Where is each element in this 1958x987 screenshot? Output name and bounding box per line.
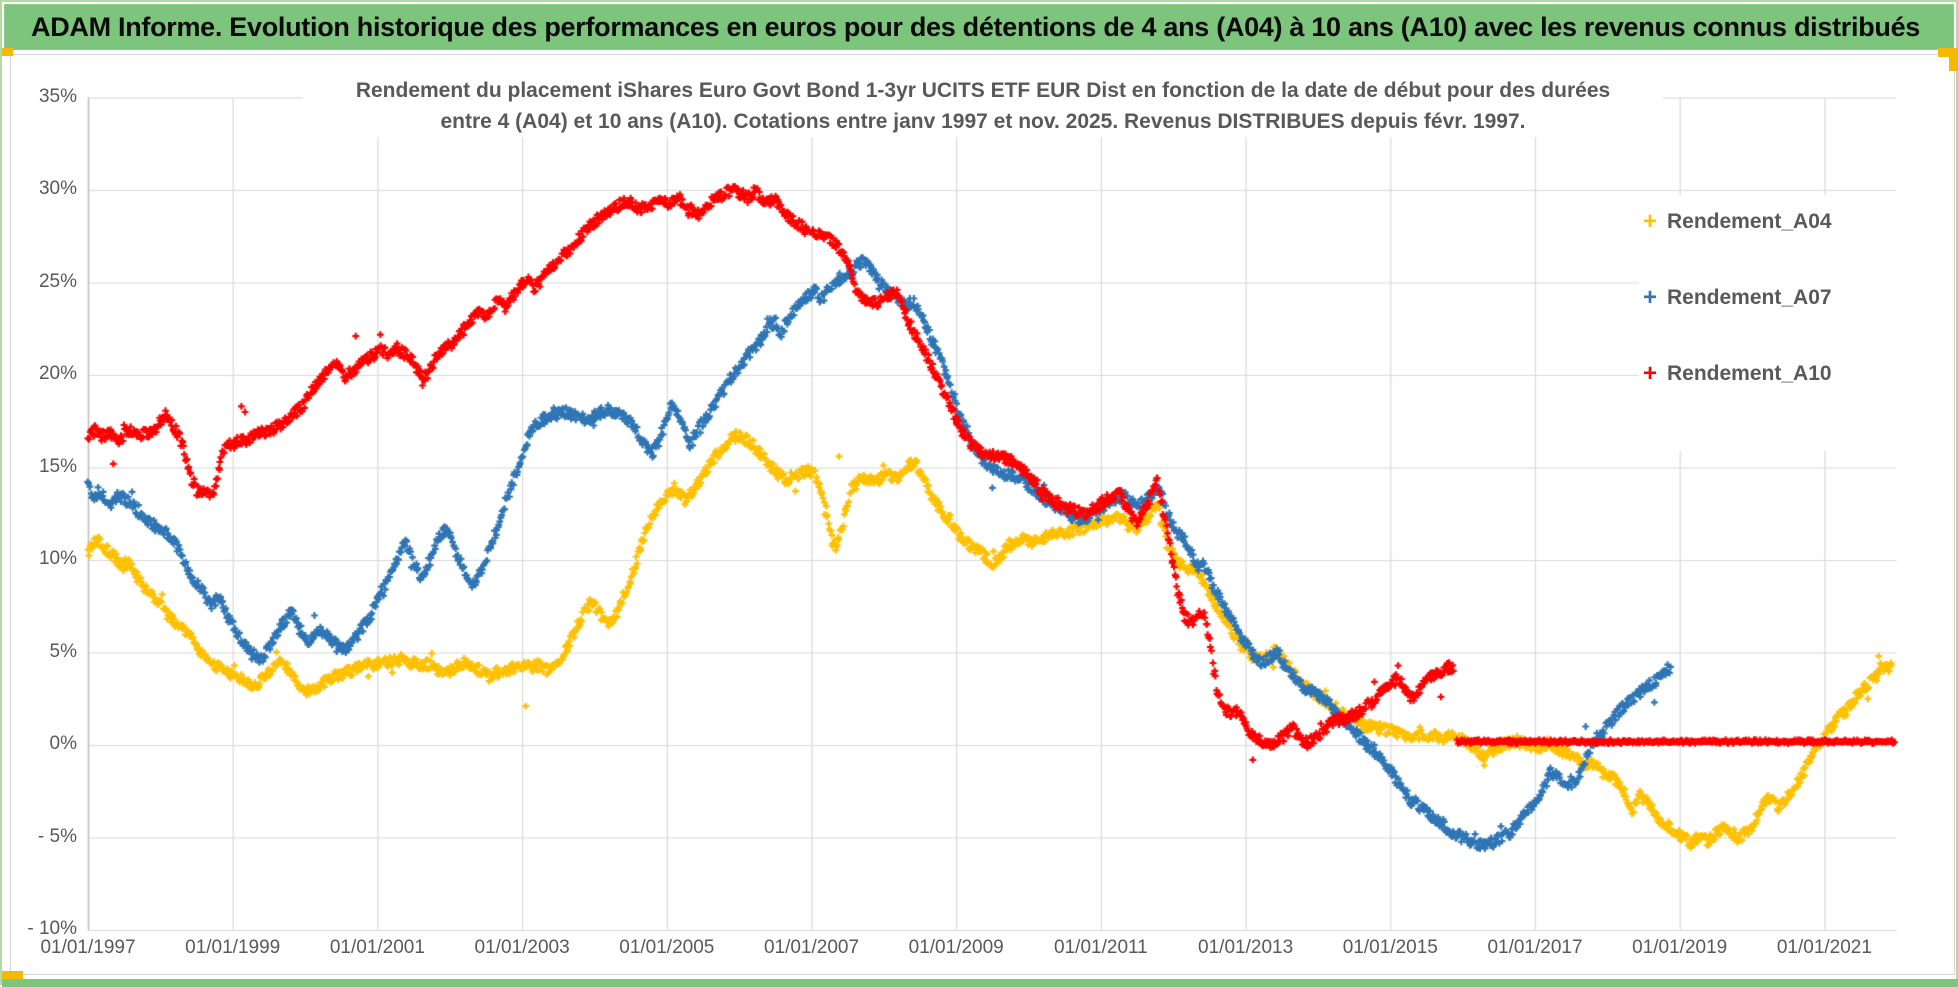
x-tick-label: 01/01/2001: [329, 937, 425, 958]
legend-label: Rendement_A04: [1667, 210, 1832, 233]
y-tick-label: 35%: [38, 85, 77, 107]
plus-marker-icon: +: [1642, 208, 1657, 235]
y-tick-label: 30%: [38, 178, 77, 199]
y-tick-label: - 10%: [27, 918, 77, 939]
y-tick-label: 25%: [38, 270, 77, 292]
y-tick-label: 20%: [38, 363, 77, 384]
x-tick-label: 01/01/2021: [1776, 937, 1872, 958]
x-tick-label: 01/01/2019: [1632, 937, 1728, 958]
y-tick-label: 5%: [49, 640, 77, 662]
plus-marker-icon: +: [1642, 360, 1657, 387]
bottom-green-strip: [2, 979, 1958, 987]
chart-object[interactable]: Rendement du placement iShares Euro Govt…: [10, 54, 1955, 975]
x-tick-label: 01/01/1997: [40, 937, 136, 958]
gold-accent-corner-h: [1938, 48, 1958, 57]
x-tick-label: 01/01/2015: [1342, 937, 1438, 958]
header-title: ADAM Informe. Evolution historique des p…: [31, 11, 1921, 42]
plus-marker-icon: +: [1642, 284, 1657, 311]
y-tick-label: 0%: [49, 733, 77, 754]
y-tick-label: - 5%: [37, 825, 77, 847]
chart-title-line2: entre 4 (A04) et 10 ans (A10). Cotations…: [440, 110, 1526, 133]
y-tick-label: 15%: [38, 455, 77, 477]
gold-accent-bottom-left: [2, 971, 23, 979]
legend-label: Rendement_A10: [1667, 362, 1832, 385]
gold-accent-corner-v: [1949, 48, 1958, 71]
x-tick-label: 01/01/2017: [1487, 937, 1583, 958]
chart-title: Rendement du placement iShares Euro Govt…: [303, 75, 1663, 137]
legend-item-rendement-a04[interactable]: + Rendement_A04: [1639, 207, 1897, 237]
legend-item-rendement-a10[interactable]: + Rendement_A10: [1639, 359, 1897, 389]
header-banner: ADAM Informe. Evolution historique des p…: [4, 4, 1954, 50]
legend-label: Rendement_A07: [1667, 286, 1832, 309]
legend: + Rendement_A04 + Rendement_A07 + Rendem…: [1639, 195, 1897, 451]
x-tick-label: 01/01/2005: [619, 937, 715, 958]
legend-item-rendement-a07[interactable]: + Rendement_A07: [1639, 283, 1897, 313]
x-tick-label: 01/01/2003: [474, 937, 570, 958]
plot-area-canvas: [11, 55, 1954, 974]
x-tick-label: 01/01/2009: [908, 937, 1004, 958]
x-tick-label: 01/01/2011: [1054, 937, 1148, 958]
gold-accent-left: [2, 48, 13, 56]
y-tick-label: 10%: [38, 548, 77, 569]
chart-title-line1: Rendement du placement iShares Euro Govt…: [355, 79, 1611, 102]
x-tick-label: 01/01/2007: [763, 937, 860, 958]
x-tick-label: 01/01/1999: [185, 937, 281, 958]
x-tick-label: 01/01/2013: [1198, 937, 1294, 958]
